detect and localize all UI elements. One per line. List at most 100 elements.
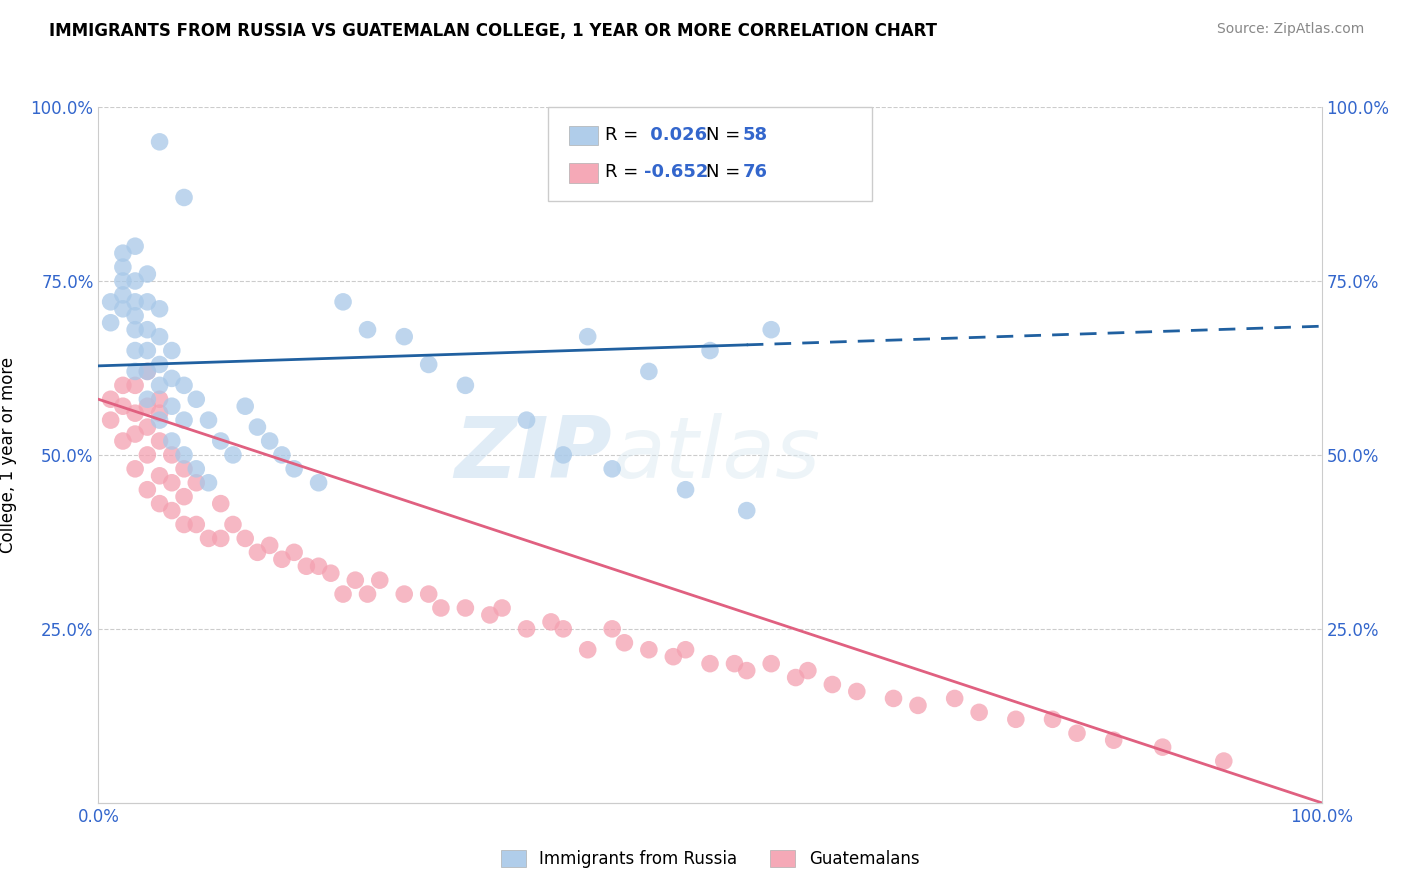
Point bbox=[100, 294, 122, 309]
Point bbox=[576, 642, 599, 657]
Point bbox=[111, 399, 134, 413]
Point bbox=[967, 706, 990, 720]
Point bbox=[392, 587, 416, 601]
Point bbox=[785, 671, 807, 685]
Point bbox=[186, 475, 208, 490]
Point bbox=[418, 587, 440, 601]
Point bbox=[368, 573, 391, 587]
Point bbox=[136, 448, 159, 462]
Point bbox=[186, 517, 208, 532]
Point bbox=[209, 434, 232, 448]
Point bbox=[197, 532, 219, 546]
Point bbox=[173, 462, 195, 476]
Point bbox=[332, 294, 354, 309]
Point bbox=[149, 358, 172, 372]
Point bbox=[160, 371, 183, 385]
Point bbox=[454, 378, 477, 392]
Point bbox=[553, 622, 575, 636]
Point bbox=[149, 413, 172, 427]
Text: 58: 58 bbox=[742, 126, 768, 144]
Point bbox=[136, 420, 159, 434]
Text: N =: N = bbox=[706, 163, 745, 181]
Point bbox=[246, 545, 269, 559]
Point bbox=[797, 664, 820, 678]
Point bbox=[270, 552, 294, 566]
Point bbox=[344, 573, 367, 587]
Point bbox=[124, 427, 146, 442]
Point bbox=[675, 642, 697, 657]
Point bbox=[295, 559, 318, 574]
Point bbox=[111, 378, 134, 392]
Point bbox=[149, 497, 172, 511]
Point bbox=[553, 448, 575, 462]
Point bbox=[197, 475, 219, 490]
Point bbox=[124, 364, 146, 378]
Point bbox=[111, 246, 134, 260]
Point bbox=[454, 601, 477, 615]
Point bbox=[124, 239, 146, 253]
Point bbox=[136, 399, 159, 413]
Point bbox=[124, 343, 146, 358]
Point bbox=[160, 503, 183, 517]
Point bbox=[735, 664, 758, 678]
Point bbox=[111, 434, 134, 448]
Point bbox=[160, 475, 183, 490]
Point bbox=[124, 309, 146, 323]
Point bbox=[149, 378, 172, 392]
Point bbox=[540, 615, 562, 629]
Point bbox=[259, 538, 281, 552]
Point bbox=[723, 657, 745, 671]
Point bbox=[883, 691, 905, 706]
Point bbox=[136, 364, 159, 378]
Point bbox=[233, 532, 256, 546]
Point bbox=[100, 316, 122, 330]
Point bbox=[308, 559, 330, 574]
Point bbox=[124, 323, 146, 337]
Y-axis label: College, 1 year or more: College, 1 year or more bbox=[0, 357, 17, 553]
Point bbox=[186, 462, 208, 476]
Point bbox=[699, 343, 721, 358]
Point bbox=[149, 468, 172, 483]
Point bbox=[149, 301, 172, 316]
Point bbox=[160, 399, 183, 413]
Point bbox=[1042, 712, 1064, 726]
Point bbox=[418, 358, 440, 372]
Point bbox=[515, 622, 537, 636]
Point bbox=[1102, 733, 1125, 747]
Point bbox=[761, 323, 783, 337]
Point bbox=[637, 642, 661, 657]
Point bbox=[209, 497, 232, 511]
Point bbox=[600, 622, 623, 636]
Point bbox=[100, 392, 122, 407]
Point bbox=[270, 448, 294, 462]
Point bbox=[233, 399, 256, 413]
Point bbox=[392, 329, 416, 343]
Point bbox=[173, 448, 195, 462]
Point bbox=[1066, 726, 1088, 740]
Point bbox=[160, 343, 183, 358]
Text: R =: R = bbox=[605, 163, 644, 181]
Point bbox=[124, 294, 146, 309]
Point bbox=[173, 378, 195, 392]
Text: atlas: atlas bbox=[612, 413, 820, 497]
Point bbox=[907, 698, 929, 713]
Point bbox=[173, 490, 195, 504]
Point bbox=[1212, 754, 1234, 768]
Point bbox=[637, 364, 661, 378]
Point bbox=[124, 406, 146, 420]
Point bbox=[478, 607, 501, 622]
Text: 0.026: 0.026 bbox=[644, 126, 707, 144]
Point bbox=[124, 462, 146, 476]
Point bbox=[613, 636, 636, 650]
Point bbox=[222, 517, 245, 532]
Point bbox=[149, 135, 172, 149]
Point bbox=[111, 274, 134, 288]
Point bbox=[845, 684, 868, 698]
Point bbox=[136, 267, 159, 281]
Point bbox=[259, 434, 281, 448]
Text: R =: R = bbox=[605, 126, 644, 144]
Point bbox=[1152, 740, 1174, 755]
Point bbox=[149, 392, 172, 407]
Point bbox=[149, 406, 172, 420]
Legend: Immigrants from Russia, Guatemalans: Immigrants from Russia, Guatemalans bbox=[494, 843, 927, 874]
